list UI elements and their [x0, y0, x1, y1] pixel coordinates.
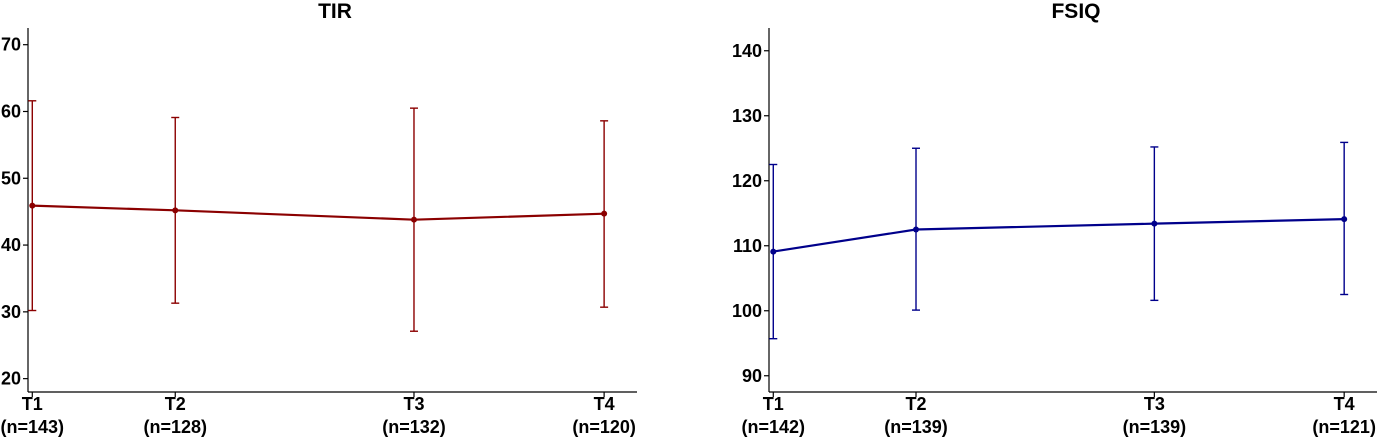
x-tick-label: T4 — [594, 394, 615, 414]
y-tick-label: 130 — [732, 106, 762, 126]
y-tick-label: 120 — [732, 171, 762, 191]
series-line — [32, 204, 605, 221]
data-point — [913, 226, 920, 233]
x-tick-label: T3 — [1144, 394, 1165, 414]
x-tick-sample-size: (n=120) — [572, 417, 636, 437]
data-point — [29, 202, 36, 209]
x-tick-label: T1 — [22, 394, 43, 414]
data-point — [1341, 216, 1348, 223]
y-tick-label: 40 — [1, 235, 21, 255]
data-point — [172, 207, 179, 214]
data-point — [410, 216, 417, 223]
chart-panel-1: TIR 20 30 40 50 60 70 T1 (n=143) T2 (n=128) T3 (n=13… — [1, 0, 637, 437]
x-tick-sample-size: (n=128) — [143, 417, 207, 437]
series-line — [773, 218, 1345, 253]
y-tick-label: 50 — [1, 168, 21, 188]
y-tick-label: 60 — [1, 101, 21, 121]
x-tick-sample-size: (n=121) — [1312, 417, 1376, 437]
data-point — [1151, 220, 1158, 227]
chart-title: FSIQ — [1051, 0, 1100, 23]
x-tick-sample-size: (n=139) — [884, 417, 948, 437]
y-tick-label: 100 — [732, 301, 762, 321]
data-point — [770, 248, 777, 255]
x-tick-sample-size: (n=142) — [742, 417, 806, 437]
chart-title: TIR — [318, 0, 352, 23]
x-tick-label: T2 — [165, 394, 186, 414]
y-tick-label: 140 — [732, 41, 762, 61]
y-tick-label: 110 — [733, 236, 762, 256]
x-tick-label: T2 — [905, 394, 926, 414]
y-tick-label: 20 — [1, 369, 21, 389]
x-tick-label: T1 — [763, 394, 784, 414]
x-tick-label: T3 — [403, 394, 424, 414]
y-tick-label: 30 — [1, 302, 21, 322]
x-tick-label: T4 — [1334, 394, 1355, 414]
x-tick-sample-size: (n=143) — [1, 417, 65, 437]
x-tick-sample-size: (n=139) — [1123, 417, 1187, 437]
y-tick-label: 70 — [1, 35, 21, 55]
chart-panel-2: FSIQ 90 100 110 120 130 140 T1 (n=142) T2 (n=139) T… — [732, 0, 1377, 437]
y-tick-label: 90 — [742, 366, 762, 386]
data-point — [601, 210, 608, 217]
x-tick-sample-size: (n=132) — [382, 417, 446, 437]
